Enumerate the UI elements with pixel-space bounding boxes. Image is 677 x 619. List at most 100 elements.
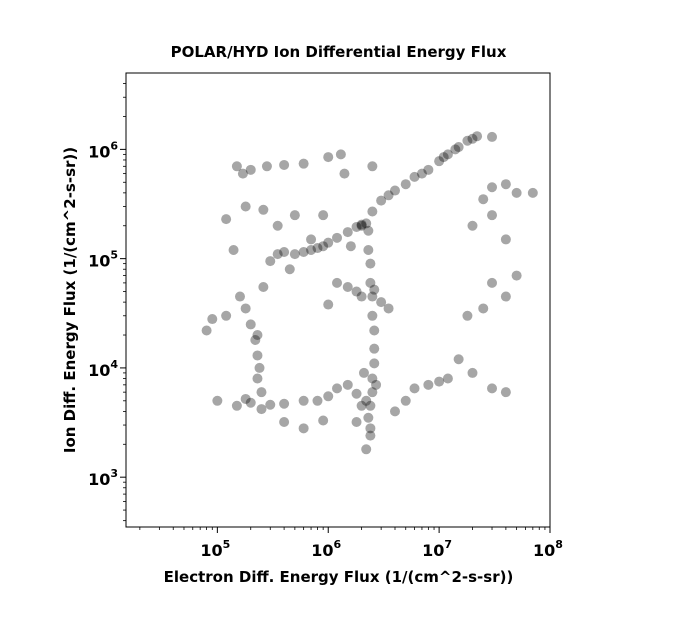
data-point — [228, 244, 239, 255]
data-point — [265, 256, 276, 267]
x-tick-label: 108 — [533, 538, 563, 560]
data-point — [231, 161, 242, 172]
data-point — [245, 164, 256, 175]
data-point — [279, 247, 290, 258]
data-point — [500, 234, 511, 245]
data-point — [252, 373, 263, 384]
data-point — [240, 303, 251, 314]
data-point — [450, 144, 461, 155]
data-point — [250, 335, 261, 346]
data-point — [245, 319, 256, 330]
data-point — [254, 362, 265, 373]
data-point — [363, 412, 374, 423]
data-point — [279, 159, 290, 170]
data-point — [369, 343, 380, 354]
data-point — [467, 133, 478, 144]
data-point — [416, 168, 427, 179]
data-point — [409, 383, 420, 394]
data-point — [371, 379, 382, 390]
data-point — [306, 244, 317, 255]
data-point — [511, 270, 522, 281]
data-point — [389, 406, 400, 417]
data-point — [351, 416, 362, 427]
y-tick-label: 104 — [88, 358, 118, 380]
data-point — [231, 400, 242, 411]
data-point — [342, 282, 353, 293]
data-point — [252, 330, 263, 341]
data-point — [342, 379, 353, 390]
data-point — [212, 395, 223, 406]
data-point — [423, 164, 434, 175]
data-point — [369, 325, 380, 336]
data-point — [389, 185, 400, 196]
data-point — [363, 244, 374, 255]
data-point — [361, 218, 372, 229]
data-point — [279, 416, 290, 427]
data-point — [323, 152, 334, 163]
major-ticks — [120, 148, 551, 533]
data-point — [356, 400, 367, 411]
data-point — [400, 179, 411, 190]
data-point — [400, 395, 411, 406]
data-points — [201, 131, 538, 455]
data-point — [207, 314, 218, 325]
data-point — [339, 168, 350, 179]
y-tick-label: 106 — [88, 139, 118, 161]
data-point — [234, 291, 245, 302]
data-point — [409, 171, 420, 182]
y-axis-label: Ion Diff. Energy Flux (1/(cm^2-s-sr)) — [61, 146, 79, 454]
data-point — [434, 156, 445, 167]
data-point — [279, 398, 290, 409]
data-point — [272, 249, 283, 260]
data-point — [369, 284, 380, 295]
data-point — [472, 131, 483, 142]
data-point — [361, 395, 372, 406]
data-point — [351, 388, 362, 399]
data-point — [335, 149, 346, 160]
data-point — [318, 241, 329, 252]
data-point — [358, 367, 369, 378]
data-point — [298, 423, 309, 434]
data-point — [453, 354, 464, 365]
data-point — [306, 234, 317, 245]
data-point — [258, 282, 269, 293]
data-point — [323, 391, 334, 402]
data-point — [351, 286, 362, 297]
data-point — [478, 194, 489, 205]
data-point — [367, 310, 378, 321]
data-point — [332, 232, 343, 243]
data-point — [453, 142, 464, 153]
data-point — [332, 277, 343, 288]
data-point — [500, 387, 511, 398]
data-point — [369, 358, 380, 369]
x-axis-label: Electron Diff. Energy Flux (1/(cm^2-s-sr… — [163, 568, 514, 586]
data-point — [318, 415, 329, 426]
data-point — [221, 214, 232, 225]
data-point — [298, 158, 309, 169]
data-point — [365, 258, 376, 269]
data-point — [356, 291, 367, 302]
data-point — [356, 219, 367, 230]
data-point — [361, 444, 372, 455]
data-point — [256, 404, 267, 415]
data-point — [351, 221, 362, 232]
data-point — [442, 149, 453, 160]
data-point — [332, 383, 343, 394]
data-point — [256, 387, 267, 398]
data-point — [365, 277, 376, 288]
data-point — [467, 220, 478, 231]
data-point — [345, 241, 356, 252]
x-tick-label: 105 — [200, 538, 230, 560]
data-point — [245, 397, 256, 408]
data-point — [298, 395, 309, 406]
data-point — [367, 206, 378, 217]
data-point — [289, 249, 300, 260]
data-point — [487, 383, 498, 394]
data-point — [511, 187, 522, 198]
data-point — [376, 195, 387, 206]
data-point — [487, 131, 498, 142]
data-point — [467, 367, 478, 378]
data-point — [434, 376, 445, 387]
